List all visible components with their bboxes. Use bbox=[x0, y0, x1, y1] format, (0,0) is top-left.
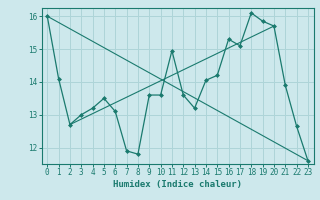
X-axis label: Humidex (Indice chaleur): Humidex (Indice chaleur) bbox=[113, 180, 242, 189]
